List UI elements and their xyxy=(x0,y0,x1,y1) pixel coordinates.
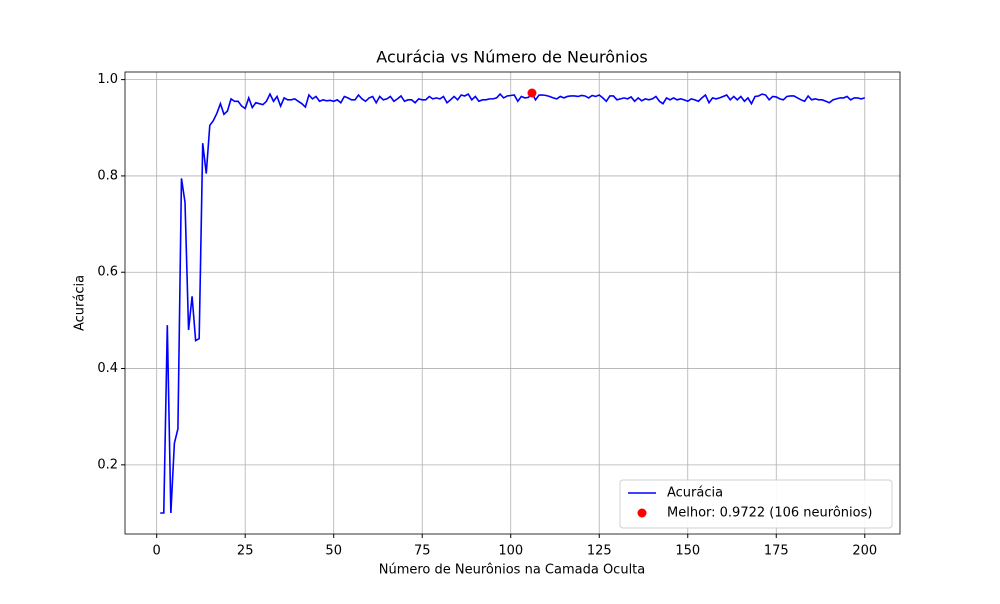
x-tick-label: 75 xyxy=(414,544,431,559)
x-tick-label: 25 xyxy=(237,544,254,559)
y-tick-label: 1.0 xyxy=(97,72,118,87)
data-line xyxy=(160,91,865,514)
x-tick-label: 50 xyxy=(325,544,342,559)
x-tick-label: 100 xyxy=(498,544,523,559)
best-point xyxy=(527,88,537,98)
x-tick-label: 200 xyxy=(852,544,877,559)
x-tick-label: 125 xyxy=(587,544,612,559)
x-tick-label: 0 xyxy=(153,544,161,559)
plot-frame xyxy=(124,71,901,535)
x-tick-label: 175 xyxy=(764,544,789,559)
legend-label: Melhor: 0.9722 (106 neurônios) xyxy=(667,506,872,521)
chart-title: Acurácia vs Número de Neurônios xyxy=(376,48,647,67)
y-tick-label: 0.2 xyxy=(97,457,118,472)
legend-label: Acurácia xyxy=(667,486,723,501)
y-axis-label: Acurácia xyxy=(73,275,88,331)
y-tick-label: 0.6 xyxy=(97,265,118,280)
y-tick-label: 0.4 xyxy=(97,361,118,376)
legend-swatch xyxy=(637,508,647,518)
x-axis-label: Número de Neurônios na Camada Oculta xyxy=(379,563,646,578)
x-tick-label: 150 xyxy=(675,544,700,559)
y-tick-label: 0.8 xyxy=(97,168,118,183)
legend-box xyxy=(619,479,893,529)
